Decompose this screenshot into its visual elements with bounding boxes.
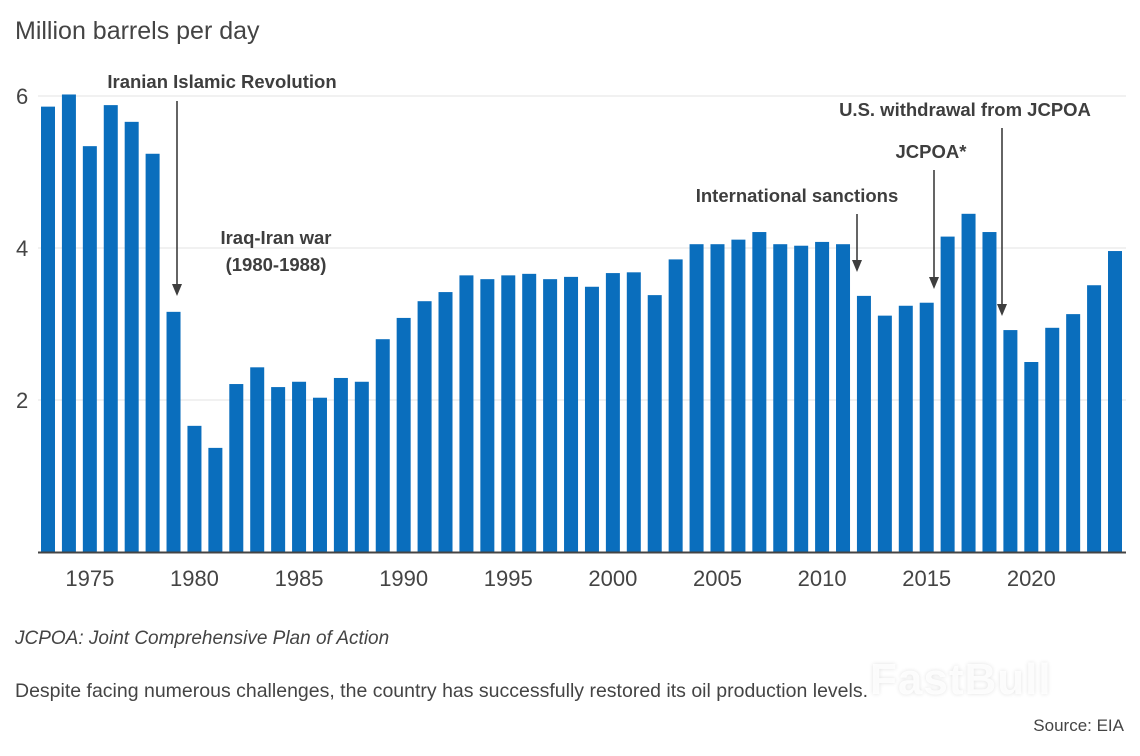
arrow-us-withdrawal [997, 128, 1007, 316]
x-tick-label: 1990 [379, 566, 428, 591]
bar-1981 [208, 447, 223, 552]
y-tick-label: 4 [16, 236, 28, 261]
bar-2000 [605, 273, 620, 552]
bar-2018 [982, 232, 997, 553]
bar-1982 [229, 384, 244, 552]
bar-2011 [836, 244, 851, 552]
bar-1990 [396, 317, 411, 552]
bar-1975 [82, 146, 97, 552]
bar-1984 [271, 387, 286, 552]
bar-1995 [501, 275, 516, 552]
annotation-arrows [172, 101, 1007, 316]
bar-2022 [1066, 314, 1081, 552]
bar-2008 [773, 244, 788, 552]
arrow-head [929, 277, 939, 289]
bar-2016 [940, 236, 955, 552]
annotations: Iranian Islamic Revolution Iraq-Iran war… [107, 71, 1091, 275]
bar-2013 [877, 315, 892, 552]
arrow-revolution [172, 101, 182, 296]
bar-1993 [459, 275, 474, 552]
bar-chart: 2 4 6 1975 1980 1985 1990 1995 2000 2005 2010 2015… [16, 71, 1126, 591]
annotation-iraq-iran-war: Iraq-Iran war [220, 227, 331, 248]
bar-2002 [647, 295, 662, 552]
bar-1997 [543, 279, 558, 552]
arrow-head [172, 284, 182, 296]
bar-2019 [1003, 330, 1018, 552]
annotation-us-withdrawal: U.S. withdrawal from JCPOA [839, 99, 1091, 120]
annotation-revolution: Iranian Islamic Revolution [107, 71, 336, 92]
source-label: Source: EIA [1033, 716, 1124, 735]
bar-2007 [752, 232, 767, 553]
arrow-head [997, 304, 1007, 316]
arrow-head [852, 260, 862, 272]
bar-1996 [522, 273, 537, 552]
x-tick-label: 1995 [484, 566, 533, 591]
x-tick-label: 2005 [693, 566, 742, 591]
bar-1998 [564, 276, 579, 552]
x-tick-label: 1975 [65, 566, 114, 591]
caption: Despite facing numerous challenges, the … [15, 680, 869, 702]
bar-2005 [710, 244, 725, 552]
watermark-logo: FastBull [870, 655, 1052, 704]
bar-1976 [103, 105, 118, 553]
bar-1992 [438, 292, 453, 552]
bar-1987 [333, 377, 348, 552]
x-tick-label: 2020 [1007, 566, 1056, 591]
bar-2024 [1108, 251, 1122, 553]
x-axis-ticks: 1975 1980 1985 1990 1995 2000 2005 2010 2015 2020 [65, 566, 1055, 591]
bars [41, 94, 1122, 553]
bar-2017 [961, 213, 976, 553]
bar-1985 [292, 381, 307, 552]
bar-1973 [41, 106, 55, 552]
bar-1994 [480, 279, 495, 552]
bar-2020 [1024, 362, 1039, 552]
bar-2006 [731, 239, 746, 552]
bar-1980 [187, 425, 202, 552]
bar-1978 [145, 153, 160, 552]
bar-1983 [250, 367, 265, 552]
x-tick-label: 1980 [170, 566, 219, 591]
bar-2012 [856, 295, 871, 552]
x-tick-label: 1985 [275, 566, 324, 591]
bar-2021 [1045, 327, 1060, 552]
bar-1974 [61, 94, 76, 552]
bar-2001 [626, 272, 641, 552]
bar-1999 [584, 286, 599, 552]
bar-1986 [312, 397, 327, 552]
y-axis-ticks: 2 4 6 [16, 84, 28, 413]
bar-2004 [689, 244, 704, 552]
y-tick-label: 6 [16, 84, 28, 109]
arrow-jcpoa [929, 170, 939, 289]
bar-2015 [919, 302, 934, 552]
annotation-sanctions: International sanctions [696, 185, 899, 206]
bar-2003 [668, 259, 683, 552]
bar-1977 [124, 121, 139, 552]
bar-2010 [815, 241, 830, 553]
bar-1991 [417, 301, 432, 552]
annotation-iraq-iran-war-years: (1980-1988) [226, 254, 327, 275]
x-tick-label: 2010 [798, 566, 847, 591]
x-tick-label: 2015 [902, 566, 951, 591]
footnote: JCPOA: Joint Comprehensive Plan of Actio… [15, 628, 390, 649]
y-tick-label: 2 [16, 388, 28, 413]
bar-1979 [166, 311, 181, 552]
bar-2014 [898, 305, 913, 552]
x-tick-label: 2000 [588, 566, 637, 591]
arrow-sanctions [852, 214, 862, 272]
bar-2023 [1087, 285, 1102, 552]
chart-title: Million barrels per day [15, 17, 260, 45]
annotation-jcpoa: JCPOA* [896, 141, 968, 162]
bar-1988 [354, 381, 369, 552]
bar-1989 [375, 339, 390, 552]
bar-2009 [794, 245, 809, 552]
